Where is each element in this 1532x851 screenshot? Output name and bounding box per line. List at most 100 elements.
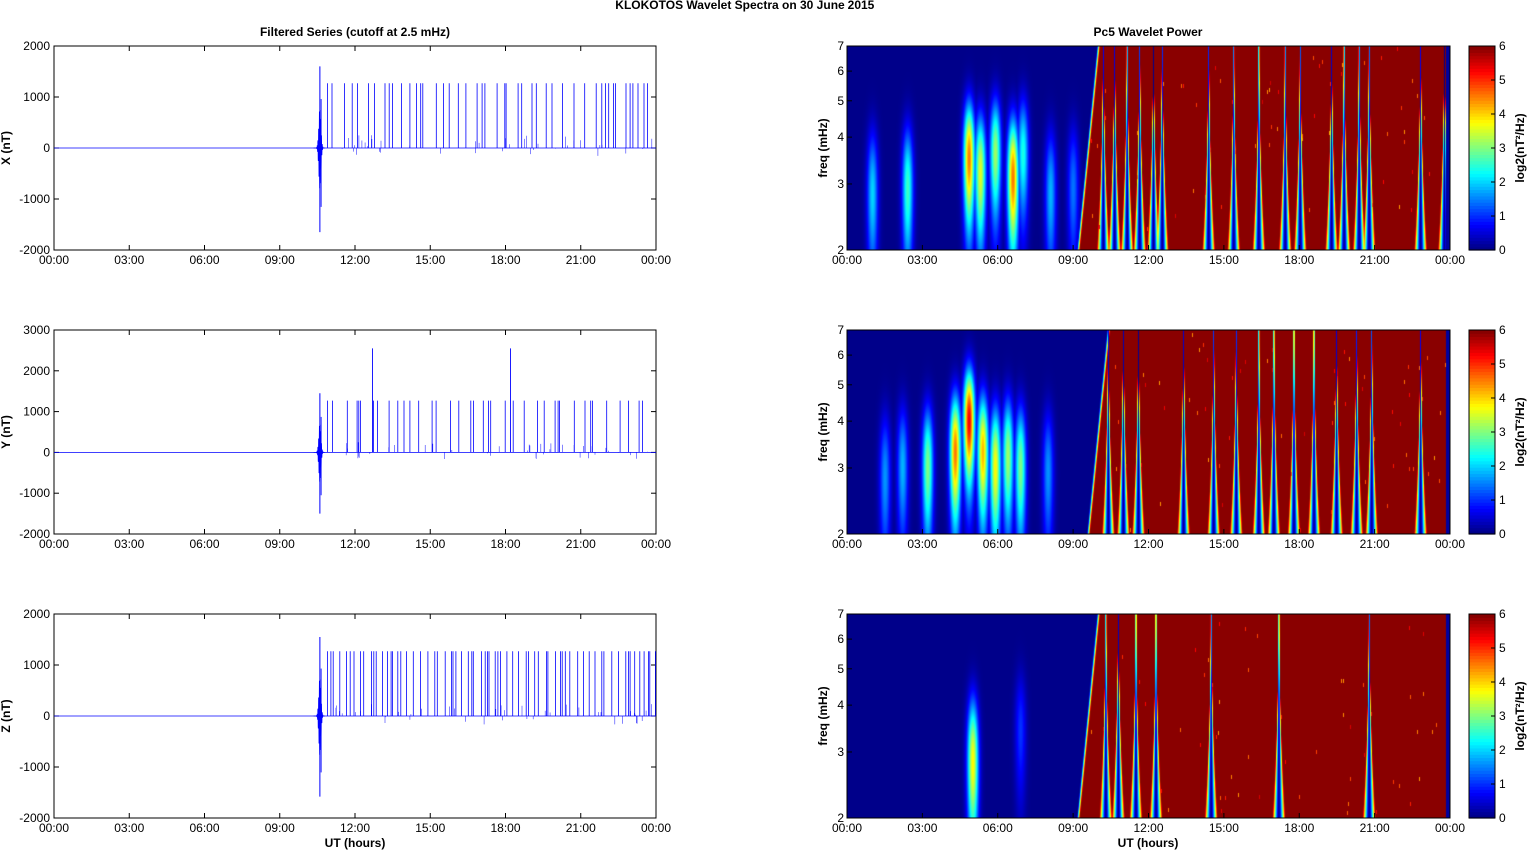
colorbar-step (1469, 467, 1495, 471)
colorbar-step (1469, 770, 1495, 774)
colorbar-step (1469, 144, 1495, 149)
series-noise (341, 135, 653, 156)
x-tick-label: 00:00 (641, 821, 671, 835)
colorbar-step (1469, 403, 1495, 408)
x-tick-label: 06:00 (189, 537, 219, 551)
x-tick-label: 12:00 (340, 821, 370, 835)
x-tick-label: 21:00 (566, 253, 596, 267)
y-tick-label: 6 (837, 64, 844, 78)
y-tick-label: 6 (837, 348, 844, 362)
x-tick-label: 12:00 (340, 253, 370, 267)
colorbar-step (1469, 422, 1495, 427)
x-tick-label: 00:00 (1435, 821, 1465, 835)
colorbar-step (1469, 163, 1495, 168)
y-tick-label: 2000 (23, 607, 50, 621)
y-tick-label: 7 (837, 323, 844, 337)
x-tick-label: 06:00 (189, 253, 219, 267)
colorbar-step (1469, 435, 1495, 439)
colorbar-step (1469, 221, 1495, 226)
colorbar-step (1469, 709, 1495, 714)
x-tick-label: 21:00 (566, 821, 596, 835)
colorbar-tick-label: 2 (1499, 459, 1506, 473)
colorbar-step (1469, 183, 1495, 187)
colorbar-step (1469, 330, 1495, 334)
colorbar-step (1469, 470, 1495, 475)
y-tick-label: 4 (837, 130, 844, 144)
x-tick-label: 21:00 (1360, 537, 1390, 551)
x-tick-label: 09:00 (265, 821, 295, 835)
y-tick-label: 7 (837, 607, 844, 621)
y-tick-label: 0 (43, 445, 50, 459)
colorbar-step (1469, 119, 1495, 124)
x-tick-label: 03:00 (907, 253, 937, 267)
colorbar-step (1469, 109, 1495, 114)
colorbar-step (1469, 652, 1495, 657)
colorbar-step (1469, 665, 1495, 669)
colorbar-step (1469, 527, 1495, 532)
colorbar-step (1469, 205, 1495, 210)
colorbar-step (1469, 365, 1495, 369)
y-axis-label: freq (mHz) (816, 402, 830, 461)
colorbar-step (1469, 514, 1495, 519)
x-tick-label: 09:00 (1058, 253, 1088, 267)
series-burst (313, 109, 325, 189)
colorbar-step (1469, 339, 1495, 344)
colorbar-step (1469, 802, 1495, 806)
colorbar-tick-label: 5 (1499, 641, 1506, 655)
colorbar-step (1469, 492, 1495, 497)
colorbar-step (1469, 100, 1495, 104)
colorbar-tick-label: 2 (1499, 175, 1506, 189)
colorbar-step (1469, 441, 1495, 446)
colorbar-step (1469, 160, 1495, 165)
colorbar-step (1469, 629, 1495, 634)
x-tick-label: 00:00 (39, 253, 69, 267)
colorbar-step (1469, 719, 1495, 723)
colorbar-step (1469, 738, 1495, 743)
y-axis-label: X (nT) (0, 131, 13, 165)
colorbar-step (1469, 498, 1495, 503)
heatmap-panel-x: 2 3 4 5 6 7 00:00 03:00 06:00 09:00 12:00 15:00 18:0… (816, 39, 1527, 267)
x-axis-label-left: UT (hours) (325, 836, 386, 850)
y-tick-label: -2000 (19, 527, 50, 541)
y-tick-label: -2000 (19, 811, 50, 825)
colorbar-step (1469, 712, 1495, 717)
x-tick-label: 00:00 (832, 537, 862, 551)
colorbar-step (1469, 805, 1495, 810)
colorbar-step (1469, 645, 1495, 650)
colorbar-step (1469, 416, 1495, 420)
x-tick-label: 18:00 (1284, 821, 1314, 835)
y-tick-label: 0 (43, 709, 50, 723)
x-tick-label: 21:00 (566, 537, 596, 551)
colorbar-step (1469, 728, 1495, 733)
colorbar-step (1469, 342, 1495, 347)
heatmap-image (847, 330, 1450, 534)
colorbar-tick-label: 3 (1499, 141, 1506, 155)
colorbar-step (1469, 767, 1495, 771)
colorbar-step (1469, 412, 1495, 417)
colorbar-step (1469, 52, 1495, 57)
y-tick-label: 3000 (23, 323, 50, 337)
colorbar-step (1469, 355, 1495, 360)
colorbar-step (1469, 457, 1495, 462)
colorbar: 0 1 2 3 4 5 6 log2(nT²/Hz) (1468, 323, 1527, 541)
y-tick-label: -1000 (19, 192, 50, 206)
colorbar-step (1469, 396, 1495, 401)
colorbar-step (1469, 432, 1495, 436)
y-axis-label: freq (mHz) (816, 686, 830, 745)
y-tick-label: 3 (837, 461, 844, 475)
colorbar-step (1469, 333, 1495, 337)
y-axis-label: Z (nT) (0, 699, 13, 732)
colorbar-step (1469, 693, 1495, 698)
heatmap-image (847, 46, 1450, 250)
y-tick-label: 2 (837, 527, 844, 541)
x-tick-label: 03:00 (114, 821, 144, 835)
colorbar-tick-label: 3 (1499, 709, 1506, 723)
colorbar-step (1469, 760, 1495, 765)
y-tick-label: 1000 (23, 658, 50, 672)
colorbar-step (1469, 135, 1495, 140)
colorbar-step (1469, 508, 1495, 513)
colorbar-step (1469, 486, 1495, 490)
colorbar-step (1469, 46, 1495, 50)
x-tick-label: 00:00 (1435, 253, 1465, 267)
